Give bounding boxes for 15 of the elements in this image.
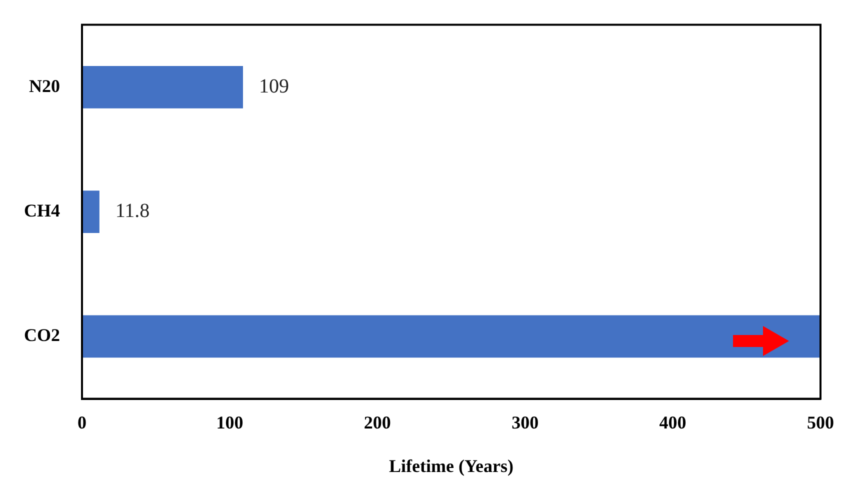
x-tick-label: 100 bbox=[216, 412, 244, 432]
bar bbox=[82, 315, 820, 358]
data-label: 109 bbox=[258, 75, 289, 98]
bar bbox=[82, 66, 243, 108]
data-label: 11.8 bbox=[115, 200, 150, 222]
x-tick-label: 300 bbox=[512, 412, 539, 432]
y-tick-label: CH4 bbox=[24, 200, 60, 220]
x-tick-label: 200 bbox=[364, 412, 391, 432]
x-tick-label: 400 bbox=[659, 412, 686, 432]
bar bbox=[82, 190, 100, 233]
x-tick-label: 0 bbox=[78, 412, 86, 432]
y-tick-label: N20 bbox=[29, 76, 60, 96]
y-tick-label: CO2 bbox=[24, 325, 60, 346]
x-tick-label: 500 bbox=[807, 412, 834, 432]
x-axis-title: Lifetime (Years) bbox=[389, 456, 514, 476]
